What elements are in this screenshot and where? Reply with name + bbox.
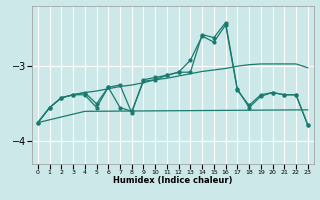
X-axis label: Humidex (Indice chaleur): Humidex (Indice chaleur) [113, 176, 233, 185]
